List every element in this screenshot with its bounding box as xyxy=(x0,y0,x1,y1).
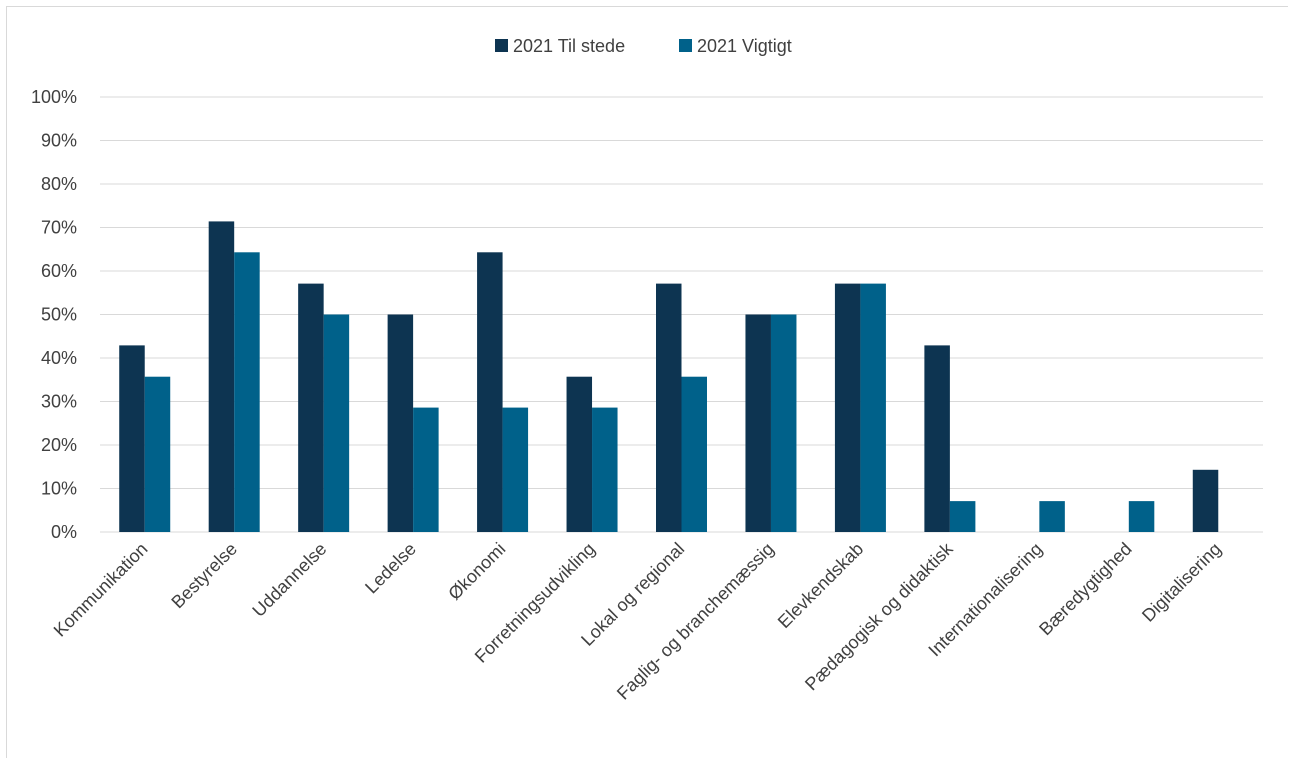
legend-label: 2021 Vigtigt xyxy=(697,36,792,56)
y-tick-label: 70% xyxy=(41,218,77,238)
category-label: Digitalisering xyxy=(1138,539,1225,626)
bar xyxy=(745,314,771,532)
category-label: Bestyrelse xyxy=(167,539,241,613)
legend-swatch xyxy=(679,39,692,52)
category-label: Elevkendskab xyxy=(774,539,867,632)
category-label: Kommunikation xyxy=(50,539,152,641)
bar xyxy=(413,407,439,532)
bar xyxy=(949,501,976,532)
y-tick-label: 80% xyxy=(41,174,77,194)
category-label: Uddannelse xyxy=(248,539,330,621)
bar xyxy=(592,407,618,532)
bar xyxy=(566,376,593,532)
bar xyxy=(770,314,797,532)
y-tick-label: 30% xyxy=(41,392,77,412)
category-label: Økonomi xyxy=(444,539,509,604)
bar xyxy=(234,252,260,533)
y-tick-label: 20% xyxy=(41,435,77,455)
legend-swatch xyxy=(495,39,508,52)
bar xyxy=(1128,501,1155,532)
bar xyxy=(1039,501,1065,532)
y-tick-label: 40% xyxy=(41,348,77,368)
bar xyxy=(298,283,324,532)
legend-label: 2021 Til stede xyxy=(513,36,625,56)
y-tick-label: 100% xyxy=(31,87,77,107)
bar xyxy=(477,252,503,533)
bar xyxy=(681,376,707,532)
bar xyxy=(860,283,886,532)
y-tick-label: 60% xyxy=(41,261,77,281)
bar xyxy=(208,221,235,532)
bar xyxy=(502,407,529,532)
category-label: Pædagogisk og didaktisk xyxy=(801,538,957,694)
bar xyxy=(834,283,861,532)
category-label: Bæredygtighed xyxy=(1035,539,1135,639)
bar xyxy=(119,345,145,532)
bar xyxy=(656,283,682,532)
bar xyxy=(144,376,171,532)
bar xyxy=(924,345,950,532)
y-tick-label: 50% xyxy=(41,305,77,325)
y-tick-label: 90% xyxy=(41,131,77,151)
bar xyxy=(323,314,350,532)
y-tick-label: 10% xyxy=(41,479,77,499)
category-label: Faglig- og branchemæssig xyxy=(613,539,778,704)
bar xyxy=(1192,469,1219,532)
category-label: Ledelse xyxy=(361,539,420,598)
y-tick-label: 0% xyxy=(51,522,77,542)
bar xyxy=(387,314,414,532)
